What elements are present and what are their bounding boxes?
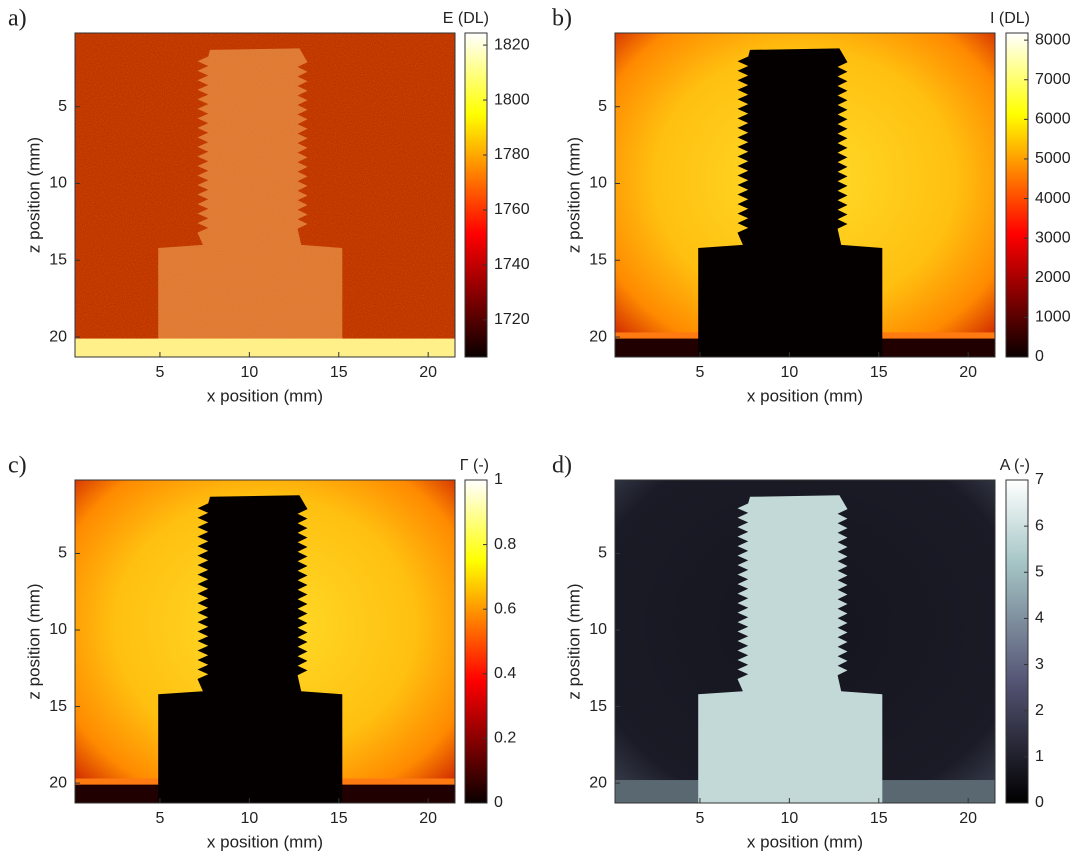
- axes-frame: [614, 32, 996, 358]
- x-tick-label: 10: [780, 364, 798, 381]
- colorbar-tick-label: 1000: [1035, 309, 1071, 326]
- y-tick-label: 15: [589, 698, 607, 715]
- colorbar-label: A (-): [1000, 457, 1030, 474]
- colorbar-tick-label: 1720: [494, 311, 530, 328]
- colorbar-label: E (DL): [443, 10, 489, 27]
- x-tick-label: 10: [240, 364, 258, 381]
- image: [75, 480, 455, 803]
- x-tick-label: 20: [959, 364, 977, 381]
- colorbar-tick-label: 5: [1035, 564, 1044, 581]
- colorbar-tick-label: 6000: [1035, 111, 1071, 128]
- colorbar-tick-label: 1: [1035, 748, 1044, 765]
- x-axis-label: x position (mm): [207, 386, 323, 405]
- colorbar-tick-label: 7000: [1035, 71, 1071, 88]
- colorbar-label: Γ (-): [460, 457, 489, 474]
- y-tick-label: 10: [589, 621, 607, 638]
- x-tick-label: 15: [330, 364, 348, 381]
- y-axis-label: z position (mm): [564, 583, 583, 699]
- y-axis-label: z position (mm): [24, 583, 43, 699]
- colorbar-tick-label: 0.2: [494, 730, 516, 747]
- axes-frame: [74, 479, 456, 804]
- y-tick-label: 20: [49, 328, 67, 345]
- axes-frame: [614, 479, 996, 804]
- y-tick-label: 20: [589, 328, 607, 345]
- colorbar-tick-label: 4: [1035, 610, 1044, 627]
- panel-label: d): [552, 453, 572, 479]
- colorbar-tick-label: 8000: [1035, 31, 1071, 48]
- colorbar-tick-label: 1820: [494, 36, 530, 53]
- y-tick-label: 15: [49, 251, 67, 268]
- colorbar-tick-label: 1780: [494, 146, 530, 163]
- colorbar-tick-label: 2000: [1035, 269, 1071, 286]
- colorbar-tick-label: 2: [1035, 702, 1044, 719]
- y-axis-label: z position (mm): [564, 137, 583, 253]
- colorbar: [1005, 32, 1029, 358]
- axes-frame: [74, 32, 456, 358]
- colorbar: [464, 479, 488, 804]
- y-tick-label: 15: [49, 698, 67, 715]
- panel-label: a): [8, 6, 27, 32]
- object: [158, 48, 343, 357]
- x-axis-label: x position (mm): [207, 832, 323, 851]
- colorbar-tick-label: 5000: [1035, 150, 1071, 167]
- colorbar-tick-label: 0: [1035, 794, 1044, 811]
- image: [75, 33, 455, 357]
- colorbar-tick-label: 3: [1035, 656, 1044, 673]
- panel: 5 10 15 20 5 10 15 20 x position (mm) z position …: [8, 6, 530, 406]
- x-tick-label: 15: [330, 810, 348, 827]
- colorbar-tick-label: 1760: [494, 201, 530, 218]
- colorbar-tick-label: 1740: [494, 256, 530, 273]
- x-tick-label: 15: [870, 810, 888, 827]
- colorbar-tick-label: 0.6: [494, 600, 516, 617]
- panel-label: b): [552, 6, 572, 32]
- object: [698, 495, 883, 803]
- colorbar-tick-label: 1: [494, 471, 503, 488]
- y-tick-label: 5: [58, 98, 67, 115]
- colorbar-tick-label: 3000: [1035, 229, 1071, 246]
- colorbar-tick-label: 0.4: [494, 665, 516, 682]
- x-tick-label: 20: [419, 810, 437, 827]
- x-tick-label: 5: [155, 810, 164, 827]
- colorbar-tick-label: 6: [1035, 517, 1044, 534]
- x-tick-label: 20: [419, 364, 437, 381]
- y-tick-label: 5: [598, 545, 607, 562]
- y-axis-label: z position (mm): [24, 137, 43, 253]
- floor: [75, 338, 455, 357]
- image: [615, 480, 995, 803]
- colorbar: [1005, 479, 1029, 804]
- y-tick-label: 10: [589, 175, 607, 192]
- image: [615, 33, 995, 357]
- colorbar-tick-label: 4000: [1035, 190, 1071, 207]
- x-tick-label: 5: [695, 364, 704, 381]
- colorbar: [464, 32, 488, 358]
- colorbar-tick-label: 1800: [494, 91, 530, 108]
- colorbar-tick-label: 0.8: [494, 536, 516, 553]
- x-tick-label: 5: [695, 810, 704, 827]
- y-tick-label: 20: [49, 774, 67, 791]
- x-axis-label: x position (mm): [747, 386, 863, 405]
- colorbar-tick-label: 0: [494, 794, 503, 811]
- panel: 5 10 15 20 5 10 15 20 x position (mm) z position …: [552, 6, 1071, 406]
- y-tick-label: 5: [58, 545, 67, 562]
- x-tick-label: 5: [155, 364, 164, 381]
- x-tick-label: 20: [959, 810, 977, 827]
- object: [698, 48, 883, 357]
- object: [158, 495, 343, 803]
- x-tick-label: 10: [240, 810, 258, 827]
- panel-label: c): [8, 453, 27, 479]
- colorbar-tick-label: 0: [1035, 348, 1044, 365]
- x-tick-label: 10: [780, 810, 798, 827]
- y-tick-label: 10: [49, 621, 67, 638]
- y-tick-label: 20: [589, 774, 607, 791]
- y-tick-label: 15: [589, 251, 607, 268]
- y-tick-label: 10: [49, 175, 67, 192]
- x-tick-label: 15: [870, 364, 888, 381]
- colorbar-tick-label: 7: [1035, 471, 1044, 488]
- y-tick-label: 5: [598, 98, 607, 115]
- colorbar-label: I (DL): [990, 10, 1030, 27]
- x-axis-label: x position (mm): [747, 832, 863, 851]
